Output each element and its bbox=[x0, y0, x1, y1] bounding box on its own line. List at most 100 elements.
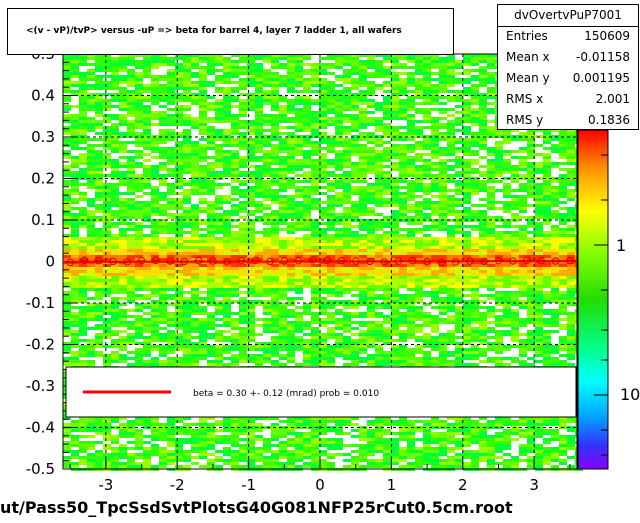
heat-cell bbox=[415, 105, 423, 108]
heat-cell bbox=[271, 147, 279, 150]
heat-cell bbox=[255, 162, 263, 165]
heat-cell bbox=[295, 249, 303, 252]
heat-cell bbox=[383, 78, 391, 81]
heat-cell bbox=[375, 153, 383, 156]
heat-cell bbox=[487, 105, 495, 108]
heat-cell bbox=[63, 228, 71, 231]
heat-cell bbox=[487, 147, 495, 150]
heat-cell bbox=[119, 267, 127, 270]
heat-cell bbox=[119, 93, 127, 96]
heat-cell bbox=[423, 156, 431, 159]
heat-cell bbox=[447, 276, 455, 279]
heat-cell bbox=[503, 129, 511, 132]
heat-cell bbox=[399, 63, 407, 66]
heat-cell bbox=[335, 255, 343, 258]
heat-cell bbox=[119, 66, 127, 69]
heat-cell bbox=[215, 54, 223, 57]
heat-cell bbox=[391, 105, 399, 108]
heat-cell bbox=[535, 156, 543, 159]
heat-cell bbox=[391, 204, 399, 207]
heat-cell bbox=[151, 231, 159, 234]
heat-cell bbox=[111, 273, 119, 276]
heat-cell bbox=[231, 231, 239, 234]
heat-cell bbox=[199, 228, 207, 231]
heat-cell bbox=[247, 54, 255, 57]
heat-cell bbox=[255, 141, 263, 144]
heat-cell bbox=[471, 168, 479, 171]
heat-cell bbox=[199, 258, 207, 261]
heat-cell bbox=[487, 162, 495, 165]
heat-cell bbox=[271, 204, 279, 207]
heat-cell bbox=[487, 114, 495, 117]
heat-cell bbox=[519, 204, 527, 207]
heat-cell bbox=[279, 180, 287, 183]
heat-cell bbox=[247, 183, 255, 186]
heat-cell bbox=[247, 159, 255, 162]
heat-cell bbox=[495, 186, 503, 189]
heat-cell bbox=[127, 129, 135, 132]
heat-cell bbox=[159, 225, 167, 228]
heat-cell bbox=[551, 153, 559, 156]
heat-cell bbox=[311, 186, 319, 189]
heat-cell bbox=[127, 108, 135, 111]
heat-cell bbox=[319, 270, 327, 273]
heat-cell bbox=[487, 279, 495, 282]
heat-cell bbox=[303, 186, 311, 189]
heat-cell bbox=[319, 96, 327, 99]
heat-cell bbox=[375, 138, 383, 141]
heat-cell bbox=[119, 99, 127, 102]
heat-cell bbox=[271, 144, 279, 147]
heat-cell bbox=[463, 129, 471, 132]
heat-cell bbox=[87, 192, 95, 195]
heat-cell bbox=[207, 96, 215, 99]
heat-cell bbox=[527, 213, 535, 216]
heat-cell bbox=[95, 156, 103, 159]
heat-cell bbox=[183, 276, 191, 279]
heat-cell bbox=[423, 129, 431, 132]
heat-cell bbox=[487, 240, 495, 243]
heat-cell bbox=[111, 75, 119, 78]
heat-cell bbox=[295, 84, 303, 87]
heat-cell bbox=[367, 198, 375, 201]
heat-cell bbox=[271, 189, 279, 192]
heat-cell bbox=[391, 216, 399, 219]
heat-cell bbox=[463, 138, 471, 141]
heat-cell bbox=[215, 132, 223, 135]
heat-cell bbox=[119, 273, 127, 276]
heat-cell bbox=[175, 150, 183, 153]
heat-cell bbox=[295, 57, 303, 60]
heat-cell bbox=[439, 243, 447, 246]
heat-cell bbox=[223, 231, 231, 234]
heat-cell bbox=[487, 189, 495, 192]
heat-cell bbox=[199, 126, 207, 129]
heat-cell bbox=[327, 114, 335, 117]
heat-cell bbox=[239, 249, 247, 252]
heat-cell bbox=[551, 264, 559, 267]
heat-cell bbox=[279, 171, 287, 174]
heat-cell bbox=[287, 105, 295, 108]
heat-cell bbox=[399, 198, 407, 201]
heat-cell bbox=[167, 102, 175, 105]
heat-cell bbox=[199, 210, 207, 213]
heat-cell bbox=[551, 198, 559, 201]
heat-cell bbox=[167, 186, 175, 189]
heat-cell bbox=[527, 270, 535, 273]
heat-cell bbox=[399, 72, 407, 75]
heat-cell bbox=[375, 216, 383, 219]
heat-cell bbox=[343, 249, 351, 252]
heat-cell bbox=[103, 162, 111, 165]
heat-cell bbox=[479, 195, 487, 198]
heat-cell bbox=[127, 78, 135, 81]
heat-cell bbox=[519, 243, 527, 246]
heat-cell bbox=[479, 150, 487, 153]
heat-cell bbox=[319, 261, 327, 264]
heat-cell bbox=[159, 273, 167, 276]
heat-cell bbox=[543, 222, 551, 225]
heat-cell bbox=[295, 105, 303, 108]
heat-cell bbox=[383, 171, 391, 174]
heat-cell bbox=[279, 249, 287, 252]
heat-cell bbox=[247, 204, 255, 207]
heat-cell bbox=[303, 180, 311, 183]
heat-cell bbox=[183, 144, 191, 147]
heat-cell bbox=[95, 273, 103, 276]
